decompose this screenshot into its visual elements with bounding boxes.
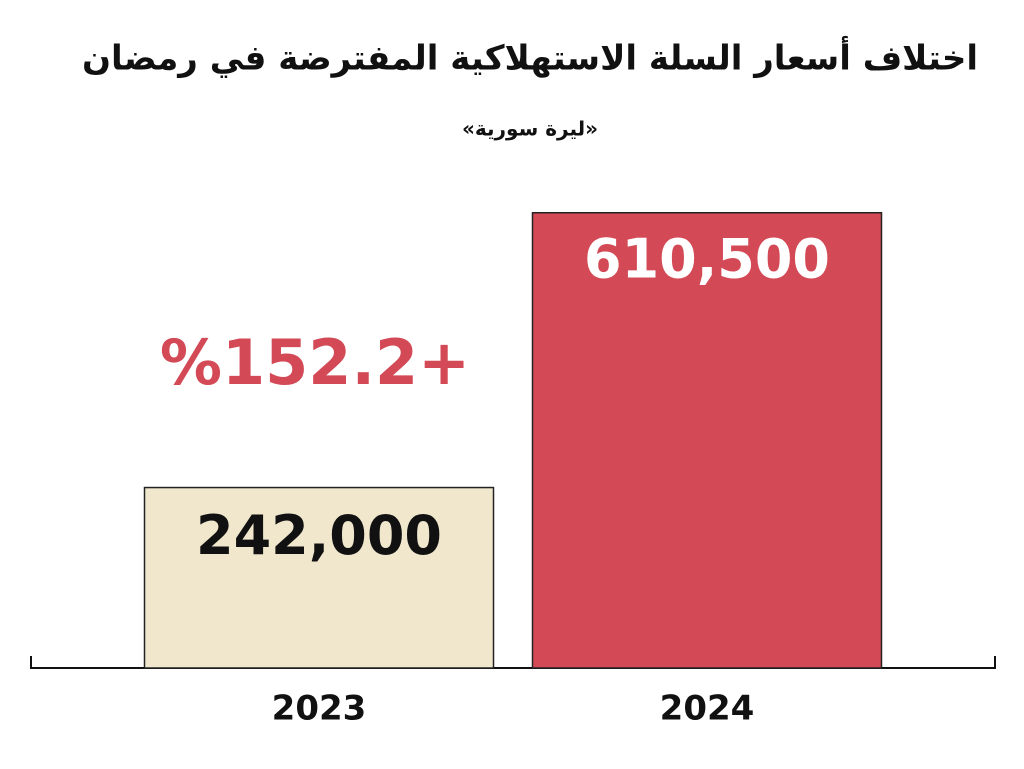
x-tick-label: 2023: [272, 689, 367, 729]
chart-title: اختلاف أسعار السلة الاستهلاكية المفترضة …: [82, 36, 978, 79]
bar: [143, 486, 495, 669]
annotation: %152.2+: [160, 326, 470, 399]
chart-subtitle: «ليرة سورية»: [462, 117, 598, 141]
value-label: 242,000: [196, 504, 442, 567]
bar: [531, 211, 883, 669]
value-label: 610,500: [584, 227, 830, 290]
x-tick-label: 2024: [660, 689, 755, 729]
